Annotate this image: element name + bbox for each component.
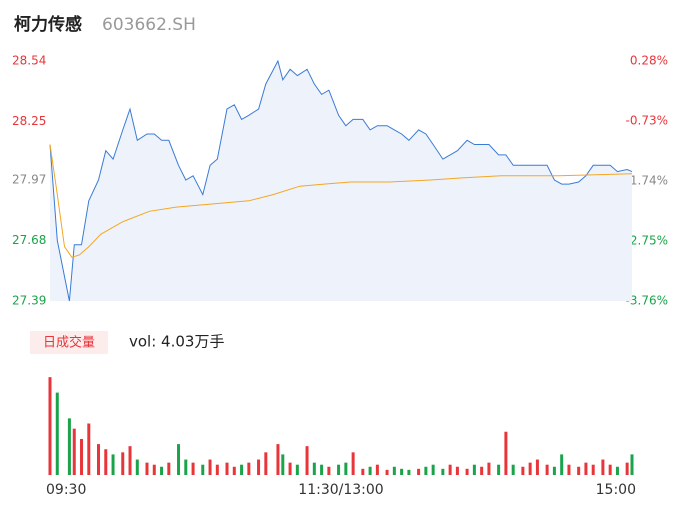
volume-bar bbox=[351, 452, 355, 475]
volume-bar bbox=[264, 452, 268, 475]
volume-bar bbox=[48, 377, 52, 475]
volume-bar bbox=[97, 444, 100, 475]
volume-bar bbox=[104, 449, 108, 475]
volume-label: 日成交量 bbox=[43, 335, 95, 351]
volume-bar bbox=[67, 418, 71, 475]
volume-bar bbox=[625, 462, 629, 475]
volume-bar bbox=[111, 454, 115, 475]
volume-bar bbox=[567, 464, 571, 475]
volume-bar bbox=[80, 438, 84, 475]
volume-bar bbox=[295, 464, 299, 475]
volume-text: vol: 4.03万手 bbox=[129, 333, 224, 351]
volume-bar bbox=[344, 462, 348, 475]
volume-bar bbox=[591, 464, 595, 475]
volume-bar bbox=[448, 464, 452, 475]
average-line bbox=[49, 144, 633, 258]
volume-bar bbox=[424, 466, 428, 475]
volume-bar bbox=[375, 464, 379, 475]
volume-bar bbox=[327, 466, 331, 475]
volume-bar bbox=[615, 466, 619, 475]
x-tick-label: 15:00 bbox=[596, 482, 636, 498]
volume-bar bbox=[281, 454, 285, 475]
volume-bar bbox=[480, 466, 484, 475]
y2-tick-label: -0.73% bbox=[626, 114, 668, 128]
volume-bar bbox=[232, 466, 236, 475]
y-tick-label: 27.68 bbox=[12, 233, 46, 247]
volume-bar bbox=[601, 459, 605, 475]
volume-bar bbox=[208, 459, 212, 475]
volume-bar bbox=[417, 468, 421, 475]
volume-bar bbox=[487, 462, 491, 475]
volume-bar bbox=[472, 464, 476, 475]
volume-bar bbox=[312, 462, 316, 475]
volume-bar bbox=[361, 468, 365, 475]
volume-bar bbox=[191, 462, 195, 475]
volume-bar bbox=[521, 466, 525, 475]
volume-label-bg bbox=[30, 331, 108, 354]
volume-bar bbox=[535, 459, 539, 475]
x-tick-label: 11:30/13:00 bbox=[298, 482, 383, 498]
volume-bar bbox=[167, 462, 171, 475]
volume-bar bbox=[128, 446, 132, 475]
volume-bar bbox=[368, 466, 372, 475]
y-tick-label: 28.25 bbox=[12, 114, 46, 128]
y2-tick-label: -2.75% bbox=[626, 234, 668, 248]
volume-bar bbox=[455, 466, 459, 475]
volume-bar bbox=[545, 464, 549, 475]
y-tick-label: 27.39 bbox=[12, 294, 46, 308]
volume-bar bbox=[152, 464, 156, 475]
y2-tick-label: -1.74% bbox=[626, 174, 668, 188]
volume-bar bbox=[528, 462, 532, 475]
volume-bar bbox=[184, 459, 188, 475]
x-tick-label: 09:30 bbox=[46, 482, 86, 498]
volume-bar bbox=[608, 464, 612, 475]
volume-bar bbox=[201, 464, 205, 475]
volume-bar bbox=[407, 469, 411, 475]
volume-bar bbox=[145, 462, 149, 475]
volume-bar bbox=[72, 428, 76, 475]
volume-bar bbox=[305, 446, 309, 475]
volume-bar bbox=[160, 466, 164, 475]
price-area bbox=[50, 61, 632, 301]
volume-bar bbox=[392, 466, 396, 475]
volume-bar bbox=[320, 464, 324, 475]
volume-bar bbox=[577, 466, 581, 475]
volume-bar bbox=[504, 431, 508, 475]
volume-bar bbox=[177, 444, 181, 475]
volume-bar bbox=[400, 468, 404, 475]
volume-bar bbox=[247, 462, 251, 475]
y2-tick-label: 0.28% bbox=[630, 54, 668, 68]
volume-bar bbox=[225, 462, 229, 475]
y-tick-label: 27.97 bbox=[12, 172, 46, 186]
chart-subtitle: 603662.SH bbox=[102, 15, 196, 35]
volume-bar bbox=[240, 464, 244, 475]
chart-title: 柯力传感 bbox=[14, 14, 82, 35]
volume-bar bbox=[584, 462, 588, 475]
volume-bar bbox=[337, 464, 341, 475]
volume-bar bbox=[441, 468, 445, 475]
price-line bbox=[49, 59, 633, 302]
volume-bar bbox=[385, 469, 389, 475]
volume-bar bbox=[87, 423, 91, 475]
volume-bar bbox=[276, 444, 280, 475]
volume-bar bbox=[55, 392, 59, 475]
volume-bar bbox=[511, 464, 515, 475]
volume-bar bbox=[630, 454, 634, 475]
volume-bar bbox=[121, 452, 125, 475]
volume-bar bbox=[497, 464, 501, 475]
volume-bar bbox=[288, 462, 292, 475]
volume-bar bbox=[552, 466, 556, 475]
volume-bar bbox=[257, 459, 261, 475]
volume-bar bbox=[135, 459, 139, 475]
y-tick-label: 28.54 bbox=[12, 54, 46, 68]
volume-bar bbox=[431, 464, 435, 475]
volume-bar bbox=[215, 464, 219, 475]
volume-bar bbox=[465, 468, 469, 475]
y2-tick-label: -3.76% bbox=[626, 294, 668, 308]
volume-bar bbox=[560, 454, 564, 475]
